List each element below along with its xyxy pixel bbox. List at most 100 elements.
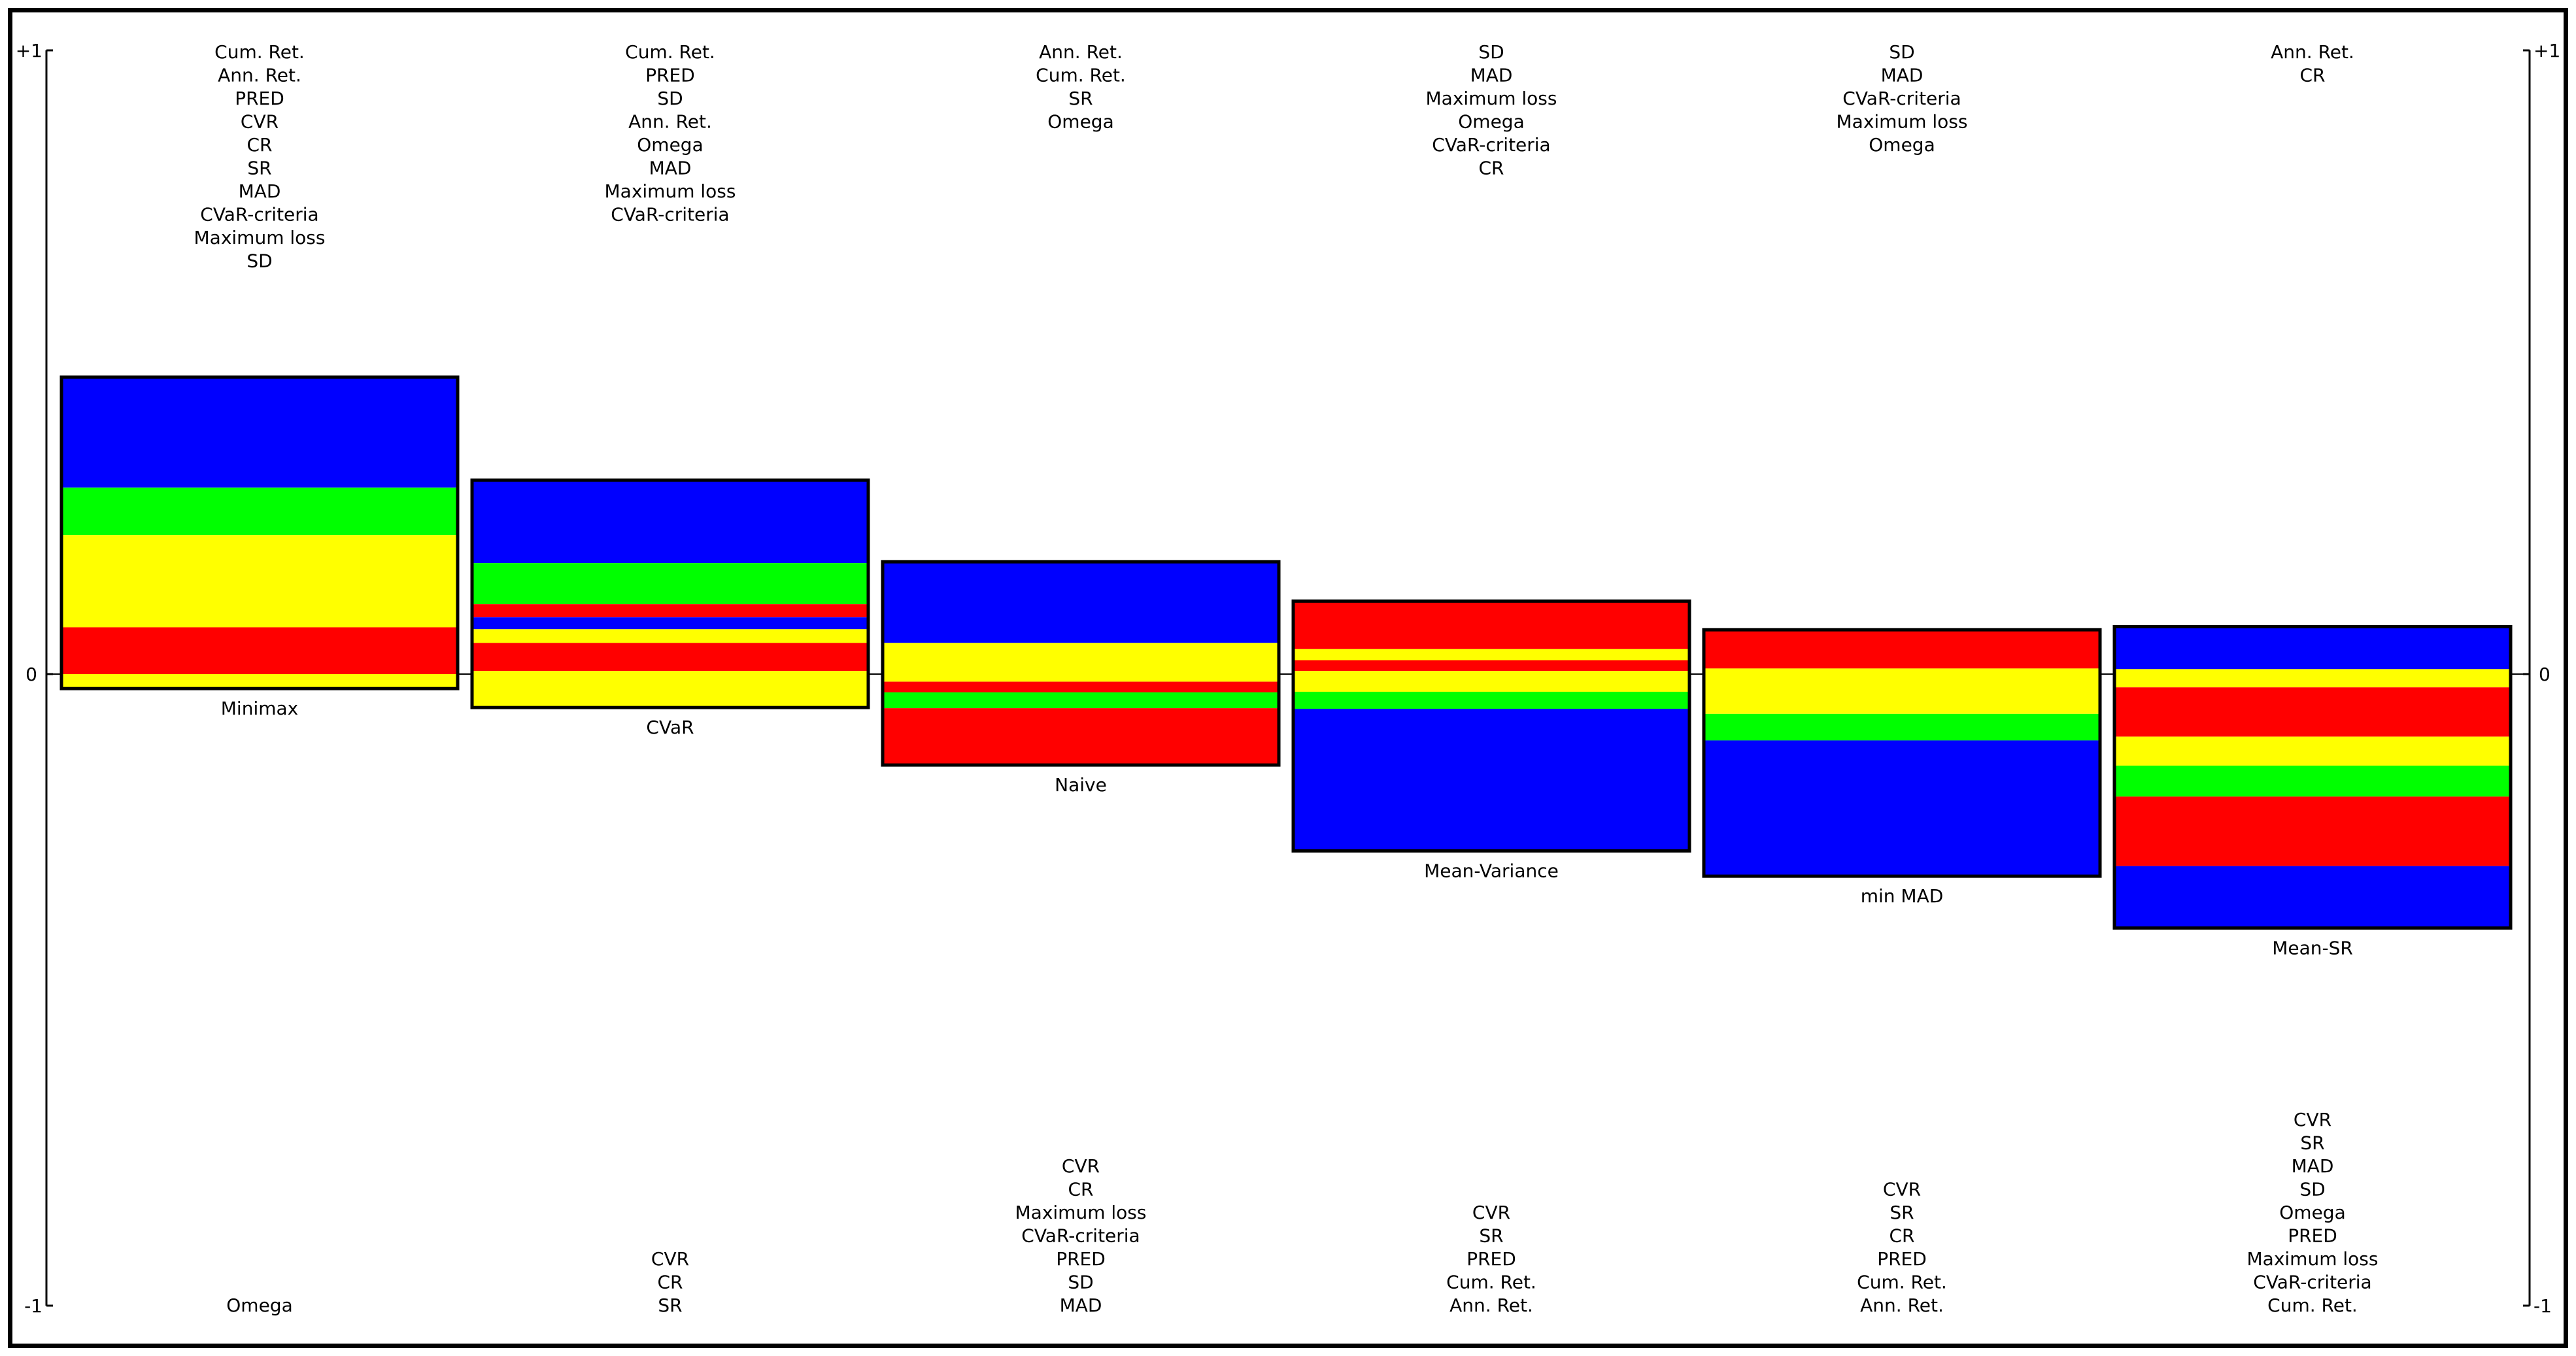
- criterion-label-below: PRED: [2288, 1225, 2337, 1247]
- bar-segment: [2114, 736, 2511, 766]
- criterion-label-below: SR: [658, 1295, 682, 1316]
- criterion-label-below: SR: [2300, 1132, 2324, 1154]
- bar-segment: [472, 671, 868, 708]
- action-name: Mean-Variance: [1424, 860, 1559, 881]
- criterion-label-above: MAD: [239, 180, 281, 202]
- criterion-label-above: CVaR-criteria: [611, 204, 729, 226]
- criterion-label-below: MAD: [1060, 1295, 1102, 1316]
- criterion-label-below: CVR: [1883, 1179, 1921, 1200]
- bar-outline: [470, 478, 870, 709]
- bar-segment: [1704, 740, 2100, 877]
- bar-segment: [472, 643, 868, 671]
- criterion-label-above: MAD: [1470, 65, 1513, 86]
- left-top-label: +1: [16, 40, 42, 61]
- criterion-label-below: CR: [1068, 1179, 1093, 1200]
- criterion-label-above: Maximum loss: [605, 180, 736, 202]
- bar-segment: [2114, 687, 2511, 737]
- bar-segment: [1704, 668, 2100, 714]
- criterion-label-above: Omega: [1458, 111, 1524, 133]
- bar-segment: [1293, 649, 1689, 661]
- right-top-label: +1: [2534, 40, 2560, 61]
- action-name: CVaR: [646, 717, 694, 738]
- criterion-label-below: SD: [2299, 1179, 2325, 1200]
- criterion-label-below: SD: [1068, 1272, 1093, 1293]
- criterion-label-below: CVR: [2294, 1109, 2331, 1130]
- bar-segment: [61, 487, 458, 535]
- criterion-label-below: Cum. Ret.: [2267, 1295, 2358, 1316]
- criterion-label-above: PRED: [235, 88, 284, 109]
- criterion-label-above: CVaR-criteria: [200, 204, 318, 226]
- criterion-label-below: SR: [1890, 1202, 1914, 1223]
- criterion-label-below: CVR: [1472, 1202, 1510, 1223]
- criterion-label-below: PRED: [1056, 1248, 1106, 1270]
- bar-segment: [883, 643, 1279, 682]
- bar-segment: [61, 627, 458, 674]
- criterion-label-above: Omega: [1869, 134, 1935, 156]
- bar-segment: [61, 535, 458, 628]
- bar-segment: [1293, 692, 1689, 709]
- criterion-label-above: Maximum loss: [1837, 111, 1968, 133]
- action-name: min MAD: [1861, 885, 1944, 907]
- action-name: Naive: [1055, 774, 1107, 796]
- bar-segment: [2114, 796, 2511, 866]
- criterion-label-below: Omega: [2279, 1202, 2345, 1223]
- criterion-label-above: MAD: [1881, 65, 1924, 86]
- criterion-label-above: CR: [246, 134, 272, 156]
- criterion-label-below: CR: [1889, 1225, 1914, 1247]
- criterion-label-above: CVaR-criteria: [1842, 88, 1961, 109]
- criterion-label-below: CVR: [651, 1248, 689, 1270]
- criterion-label-below: Ann. Ret.: [1860, 1295, 1944, 1316]
- bar-segment: [1293, 601, 1689, 649]
- criterion-label-below: Cum. Ret.: [1857, 1272, 1947, 1293]
- left-bottom-label: -1: [24, 1295, 42, 1317]
- bar-segment: [472, 604, 868, 618]
- criterion-label-below: Ann. Ret.: [1449, 1295, 1533, 1316]
- criterion-label-above: Maximum loss: [1426, 88, 1557, 109]
- bar-segment: [1293, 671, 1689, 692]
- bar-outline: [59, 375, 460, 690]
- criterion-label-below: PRED: [1877, 1248, 1927, 1270]
- criterion-label-below: Cum. Ret.: [1446, 1272, 1536, 1293]
- bar-segment: [2114, 866, 2511, 928]
- criterion-label-above: Ann. Ret.: [628, 111, 712, 133]
- bar-segment: [472, 629, 868, 643]
- criterion-label-below: Omega: [226, 1295, 292, 1316]
- criterion-label-above: Maximum loss: [194, 227, 326, 248]
- criterion-label-above: SR: [1068, 88, 1093, 109]
- bar-segment: [883, 681, 1279, 693]
- criterion-label-below: CVaR-criteria: [2253, 1272, 2371, 1293]
- bar-segment: [472, 563, 868, 605]
- bar-segment: [2114, 766, 2511, 797]
- bar-outline: [881, 560, 1281, 767]
- right-zero-label: 0: [2539, 664, 2551, 685]
- criterion-label-above: CVaR-criteria: [1432, 134, 1550, 156]
- criterion-label-below: Maximum loss: [2247, 1248, 2379, 1270]
- criterion-label-above: Ann. Ret.: [218, 65, 301, 86]
- criterion-label-above: Ann. Ret.: [2271, 41, 2354, 63]
- right-bottom-label: -1: [2534, 1295, 2552, 1317]
- criterion-label-below: CVR: [1062, 1155, 1100, 1177]
- bar-segment: [883, 562, 1279, 643]
- bar-segment: [1293, 709, 1689, 851]
- criterion-label-above: MAD: [649, 158, 692, 179]
- action-group: Mean-SR Ann. Ret.CR CVRSRMADSDOmegaPREDMax…: [2112, 41, 2513, 1316]
- criterion-label-below: CVaR-criteria: [1021, 1225, 1140, 1247]
- criterion-label-above: CVR: [241, 111, 279, 133]
- action-name: Mean-SR: [2272, 937, 2353, 958]
- criterion-label-above: SD: [1478, 41, 1504, 63]
- bar-segment: [61, 674, 458, 689]
- criterion-label-above: SD: [657, 88, 683, 109]
- criterion-label-above: Cum. Ret.: [1036, 65, 1126, 86]
- criterion-label-above: Omega: [637, 134, 703, 156]
- bar-segment: [1704, 630, 2100, 669]
- criterion-label-below: CR: [657, 1272, 683, 1293]
- axes: +1 0 -1 +1 0 -1: [16, 40, 2561, 1317]
- bar-segment: [472, 480, 868, 564]
- criterion-label-below: SR: [1479, 1225, 1503, 1247]
